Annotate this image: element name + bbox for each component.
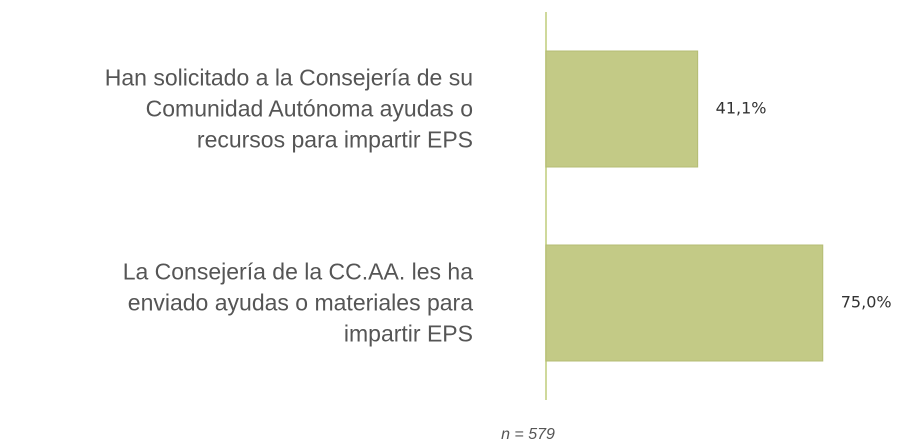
value-label: 41,1% xyxy=(716,99,767,118)
bar xyxy=(545,50,699,168)
value-label: 75,0% xyxy=(841,293,892,312)
bar xyxy=(545,244,824,362)
category-label: La Consejería de la CC.AA. les ha enviad… xyxy=(122,258,473,347)
annotation: n = 579 xyxy=(501,426,555,443)
category-label: Han solicitado a la Consejería de su Com… xyxy=(104,64,473,153)
